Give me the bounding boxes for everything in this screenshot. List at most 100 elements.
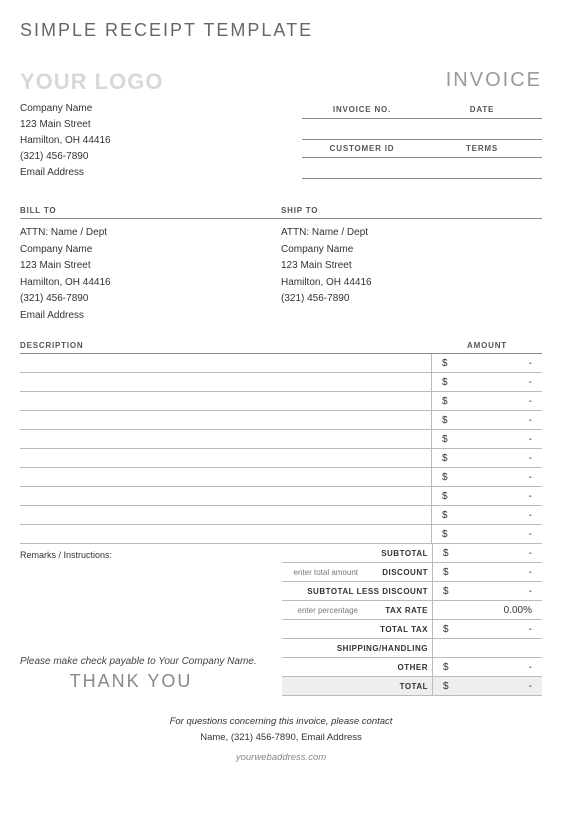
subless-value: -	[529, 586, 532, 597]
taxrate-label: TAX RATE	[362, 606, 432, 615]
item-amount[interactable]: $-	[432, 506, 542, 524]
totaltax-value: -	[529, 624, 532, 635]
item-description[interactable]	[20, 354, 432, 372]
item-amount[interactable]: $-	[432, 468, 542, 486]
subtotal-currency: $	[443, 548, 449, 559]
item-row: $-	[20, 506, 542, 525]
meta-block: INVOICE NO. DATE CUSTOMER ID TERMS	[302, 101, 542, 179]
subtotal-label: SUBTOTAL	[362, 549, 432, 558]
other-value[interactable]: -	[529, 662, 532, 673]
total-currency: $	[443, 681, 449, 692]
company-email: Email Address	[20, 165, 111, 181]
discount-currency: $	[443, 567, 449, 578]
other-label: OTHER	[362, 663, 432, 672]
company-street: 123 Main Street	[20, 117, 111, 133]
customer-id-value[interactable]	[302, 158, 422, 178]
company-name: Company Name	[20, 101, 111, 117]
bill-attn: ATTN: Name / Dept	[20, 225, 281, 242]
shipping-label: SHIPPING/HANDLING	[282, 644, 432, 653]
footer-web: yourwebaddress.com	[20, 750, 542, 766]
ship-phone: (321) 456-7890	[281, 291, 542, 308]
subless-label: SUBTOTAL LESS DISCOUNT	[282, 587, 432, 596]
bill-phone: (321) 456-7890	[20, 291, 281, 308]
date-value[interactable]	[422, 119, 542, 139]
ship-street: 123 Main Street	[281, 258, 542, 275]
item-amount[interactable]: $-	[432, 373, 542, 391]
footer-question: For questions concerning this invoice, p…	[20, 714, 542, 730]
ship-attn: ATTN: Name / Dept	[281, 225, 542, 242]
item-amount[interactable]: $-	[432, 354, 542, 372]
bill-street: 123 Main Street	[20, 258, 281, 275]
totaltax-currency: $	[443, 624, 449, 635]
taxrate-hint: enter percentage	[282, 606, 362, 615]
footer-contact: Name, (321) 456-7890, Email Address	[20, 730, 542, 746]
discount-label: DISCOUNT	[362, 568, 432, 577]
taxrate-value[interactable]: 0.00%	[504, 605, 532, 616]
footer: For questions concerning this invoice, p…	[20, 714, 542, 766]
payable-text: Please make check payable to Your Compan…	[20, 656, 282, 667]
ship-to-block: ATTN: Name / Dept Company Name 123 Main …	[281, 221, 542, 324]
item-amount[interactable]: $-	[432, 525, 542, 543]
item-description[interactable]	[20, 468, 432, 486]
bill-city: Hamilton, OH 44416	[20, 275, 281, 292]
totals: SUBTOTAL$- enter total amountDISCOUNT$- …	[282, 544, 542, 696]
customer-id-label: CUSTOMER ID	[302, 140, 422, 157]
item-amount[interactable]: $-	[432, 392, 542, 410]
remarks-label: Remarks / Instructions:	[20, 550, 282, 566]
company-city: Hamilton, OH 44416	[20, 133, 111, 149]
ship-to-label: SHIP TO	[281, 203, 542, 219]
item-description[interactable]	[20, 506, 432, 524]
address-labels: BILL TO SHIP TO	[20, 203, 542, 219]
item-description[interactable]	[20, 449, 432, 467]
discount-hint: enter total amount	[282, 568, 362, 577]
subless-currency: $	[443, 586, 449, 597]
item-description[interactable]	[20, 487, 432, 505]
terms-label: TERMS	[422, 140, 542, 157]
top-info: Company Name 123 Main Street Hamilton, O…	[20, 101, 542, 181]
terms-value[interactable]	[422, 158, 542, 178]
item-row: $-	[20, 449, 542, 468]
bottom-section: Remarks / Instructions: Please make chec…	[20, 544, 542, 696]
item-description[interactable]	[20, 392, 432, 410]
item-description[interactable]	[20, 430, 432, 448]
invoice-no-label: INVOICE NO.	[302, 101, 422, 118]
totaltax-label: TOTAL TAX	[362, 625, 432, 634]
thank-block: Please make check payable to Your Compan…	[20, 656, 282, 692]
invoice-no-value[interactable]	[302, 119, 422, 139]
item-description[interactable]	[20, 373, 432, 391]
items-body: $-$-$-$-$-$-$-$-$-$-	[20, 354, 542, 544]
item-amount[interactable]: $-	[432, 487, 542, 505]
item-amount[interactable]: $-	[432, 449, 542, 467]
logo-placeholder: YOUR LOGO	[20, 69, 163, 95]
addresses: ATTN: Name / Dept Company Name 123 Main …	[20, 221, 542, 324]
item-row: $-	[20, 411, 542, 430]
discount-value[interactable]: -	[529, 567, 532, 578]
item-row: $-	[20, 487, 542, 506]
amount-header: AMOUNT	[432, 338, 542, 353]
date-label: DATE	[422, 101, 542, 118]
header-row: YOUR LOGO INVOICE	[20, 69, 542, 95]
description-header: DESCRIPTION	[20, 338, 432, 353]
item-description[interactable]	[20, 525, 432, 543]
subtotal-value: -	[529, 548, 532, 559]
other-currency: $	[443, 662, 449, 673]
company-phone: (321) 456-7890	[20, 149, 111, 165]
item-description[interactable]	[20, 411, 432, 429]
ship-city: Hamilton, OH 44416	[281, 275, 542, 292]
item-row: $-	[20, 468, 542, 487]
ship-company: Company Name	[281, 242, 542, 259]
invoice-word: INVOICE	[446, 69, 542, 92]
total-value: -	[529, 681, 532, 692]
item-amount[interactable]: $-	[432, 430, 542, 448]
items-header: DESCRIPTION AMOUNT	[20, 338, 542, 354]
bill-company: Company Name	[20, 242, 281, 259]
item-row: $-	[20, 392, 542, 411]
bill-to-block: ATTN: Name / Dept Company Name 123 Main …	[20, 221, 281, 324]
company-block: Company Name 123 Main Street Hamilton, O…	[20, 101, 111, 181]
bill-email: Email Address	[20, 308, 281, 325]
bottom-left: Remarks / Instructions: Please make chec…	[20, 544, 282, 696]
thank-you: THANK YOU	[20, 671, 282, 692]
item-amount[interactable]: $-	[432, 411, 542, 429]
bill-to-label: BILL TO	[20, 203, 281, 219]
main-title: SIMPLE RECEIPT TEMPLATE	[20, 20, 542, 41]
